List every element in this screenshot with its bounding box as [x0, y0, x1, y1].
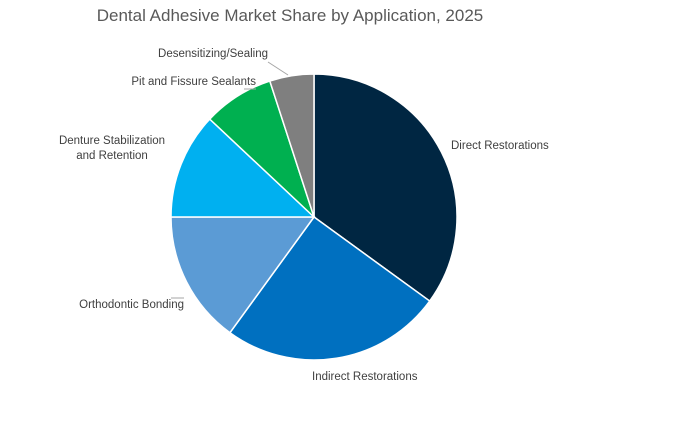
leader-line-desensitizing-sealing	[267, 61, 289, 76]
slice-label-direct-restorations: Direct Restorations	[451, 140, 549, 152]
slice-label-desensitizing-sealing: Desensitizing/Sealing	[158, 48, 268, 60]
pie-slice-denture-stabilization-and-retention	[170, 118, 316, 218]
pie-slice-indirect-restorations	[228, 215, 431, 361]
pie-slice-desensitizing-sealing	[268, 73, 315, 218]
slice-label-denture-stabilization-and-retention: Denture Stabilization and Retention	[59, 135, 165, 162]
pie-slice-orthodontic-bonding	[170, 216, 316, 334]
pie-slices	[170, 73, 458, 361]
slice-label-pit-and-fissure-sealants: Pit and Fissure Sealants	[131, 76, 256, 88]
slice-label-line: Denture Stabilization	[59, 135, 165, 147]
pie-slice-direct-restorations	[313, 73, 458, 303]
slice-labels: Direct Restorations Indirect Restorations…	[59, 48, 549, 383]
chart-title: Dental Adhesive Market Share by Applicat…	[97, 6, 484, 25]
slice-label-indirect-restorations: Indirect Restorations	[312, 371, 418, 383]
slice-label-line: and Retention	[76, 150, 148, 162]
slice-label-orthodontic-bonding: Orthodontic Bonding	[79, 299, 184, 311]
leader-lines	[171, 61, 289, 299]
